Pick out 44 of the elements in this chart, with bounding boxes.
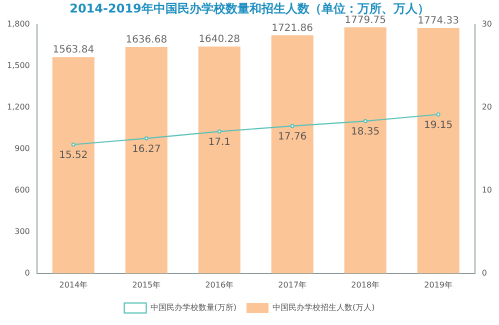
data-label: 19.15 xyxy=(424,120,453,132)
y-tick-label: 0 xyxy=(24,268,30,278)
bar xyxy=(198,46,240,274)
chart-title: 2014-2019年中国民办学校数量和招生人数（单位：万所、万人） xyxy=(70,1,430,16)
point xyxy=(436,112,440,117)
y-tick-label: 1,500 xyxy=(6,60,30,70)
bar xyxy=(344,27,386,274)
y2-tick-label: 30 xyxy=(482,19,492,28)
y2-tick-label: 20 xyxy=(482,102,492,112)
point xyxy=(217,129,222,134)
x-tick-label: 2019年 xyxy=(424,280,453,290)
bar xyxy=(52,57,94,274)
bar xyxy=(125,46,168,274)
data-label: 17.76 xyxy=(278,132,307,143)
data-label: 1721.86 xyxy=(272,22,314,34)
legend-label: 中国民办学校数量(万所) xyxy=(150,303,237,312)
point xyxy=(144,136,148,140)
legend-label: 中国民办学校招生人数(万人) xyxy=(272,303,375,312)
bar xyxy=(271,35,314,274)
data-label: 15.52 xyxy=(59,150,88,162)
y-tick-label: 600 xyxy=(14,185,30,194)
data-label: 1636.68 xyxy=(126,34,168,46)
data-label: 1640.28 xyxy=(198,34,240,46)
x-tick-label: 2015年 xyxy=(132,280,161,290)
x-tick-label: 2016年 xyxy=(205,280,234,290)
data-label: 1779.75 xyxy=(344,14,386,26)
data-label: 1563.84 xyxy=(52,44,94,56)
bar xyxy=(417,28,460,274)
x-tick-label: 2018年 xyxy=(351,280,380,290)
point xyxy=(363,118,368,124)
y-tick-label: 900 xyxy=(14,144,30,153)
y-tick-label: 1,200 xyxy=(6,102,30,112)
point xyxy=(290,124,294,128)
data-label: 16.27 xyxy=(132,144,161,155)
data-label: 1774.33 xyxy=(418,16,460,27)
y2-tick-label: 0 xyxy=(482,268,487,278)
data-label: 18.35 xyxy=(351,126,380,138)
data-label: 17.1 xyxy=(208,137,230,148)
x-tick-label: 2017年 xyxy=(278,280,307,290)
point xyxy=(71,142,76,147)
y-tick-label: 300 xyxy=(14,226,30,236)
y2-tick-label: 10 xyxy=(482,185,492,194)
x-tick-label: 2014年 xyxy=(59,280,88,290)
y-tick-label: 1,800 xyxy=(6,19,30,28)
